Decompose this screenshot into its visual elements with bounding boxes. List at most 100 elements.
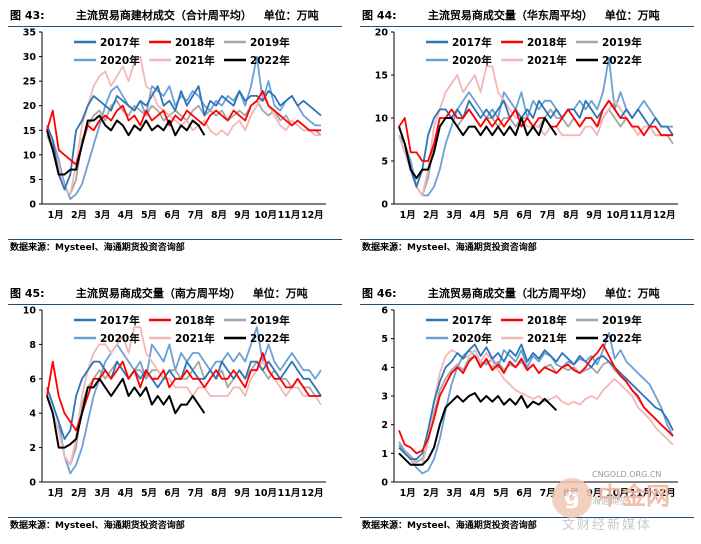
x-tick-label: 10月 (254, 210, 277, 221)
series-line-2021年 (46, 55, 321, 196)
x-tick-label: 11月 (630, 488, 653, 499)
legend-entry: 2021年 (175, 54, 215, 67)
line-chart: 0 5 10 15 20 1月 2月 3月 4月 5月 6月 7月 8月 9月 10月 11月 12月 2017年… (375, 28, 678, 221)
x-tick-label: 7月 (540, 488, 556, 499)
figure-number: 图 46: (362, 287, 397, 300)
series-line-2017年 (398, 343, 674, 461)
legend-entry: 2019年 (250, 36, 290, 49)
figure-number: 图 44: (362, 9, 397, 22)
line-chart: 0 5 10 15 20 25 30 35 1月 2月 3月 4月 5月 6月 7月 8月 9月 10月 11月 12… (23, 28, 326, 221)
panel-title: 图 43: 主流贸易商建材成交（合计周平均） 单位：万吨 (10, 6, 344, 26)
legend-entry: 2018年 (175, 314, 215, 327)
x-tick-label: 9月 (234, 488, 250, 499)
y-tick-label: 4 (381, 363, 388, 374)
legend-entry: 2020年 (100, 54, 140, 67)
x-tick-label: 6月 (164, 488, 180, 499)
watermark-tagline: 文财经新媒体 (562, 518, 653, 533)
legend-entry: 2018年 (175, 36, 215, 49)
x-tick-label: 6月 (164, 210, 180, 221)
x-tick-label: 3月 (446, 210, 462, 221)
series-line-2018年 (398, 343, 674, 455)
x-tick-label: 2月 (423, 488, 439, 499)
y-tick-label: 10 (23, 150, 37, 161)
source-note: 数据来源：Mysteel、海通期货投资咨询部 (10, 521, 185, 531)
chart-panel-3: 图 45: 主流贸易商成交量（南方周平均） 单位：万吨 0 2 4 6 8 10 1月 2月 3… (4, 282, 344, 544)
legend-entry: 2021年 (527, 332, 567, 345)
legend-entry: 2021年 (175, 332, 215, 345)
watermark-source: 海通期货 (592, 497, 629, 507)
y-tick-label: 5 (381, 157, 388, 168)
line-chart: 01234561月2月3月4月5月6月7月8月9月10月11月12月2017年2… (381, 306, 678, 499)
legend-entry: 2018年 (527, 314, 567, 327)
unit-label: 单位：万吨 (263, 9, 319, 22)
legend-entry: 2018年 (527, 36, 567, 49)
x-tick-label: 12月 (301, 210, 324, 221)
y-tick-label: 10 (23, 306, 37, 317)
top-rule (8, 26, 342, 27)
x-tick-label: 5月 (141, 210, 157, 221)
chart-title: 主流贸易商成交量（南方周平均） (75, 287, 241, 300)
x-tick-label: 9月 (234, 210, 250, 221)
legend-entry: 2022年 (602, 54, 642, 67)
x-tick-label: 3月 (94, 210, 110, 221)
chart-title: 主流贸易商建材成交（合计周平均） (75, 9, 252, 22)
figure-number: 图 43: (10, 9, 45, 22)
panel-title: 图 45: 主流贸易商成交量（南方周平均） 单位：万吨 (10, 284, 344, 304)
legend-entry: 2019年 (250, 314, 290, 327)
series-line-2022年 (398, 117, 558, 180)
y-tick-label: 0 (29, 478, 36, 489)
top-rule (360, 304, 694, 305)
chart-title: 主流贸易商成交量（华东周平均） (427, 9, 593, 22)
y-tick-label: 35 (23, 28, 36, 39)
legend-entry: 2017年 (452, 314, 492, 327)
source-note: 数据来源：Mysteel、海通期货投资咨询部 (362, 521, 537, 531)
y-tick-label: 1 (381, 449, 388, 460)
legend-entry: 2020年 (452, 332, 492, 345)
y-tick-label: 15 (375, 71, 388, 82)
unit-label: 单位：万吨 (252, 287, 308, 300)
x-tick-label: 3月 (94, 488, 110, 499)
top-rule (8, 304, 342, 305)
legend-entry: 2017年 (100, 314, 140, 327)
y-tick-label: 0 (381, 478, 388, 489)
x-tick-label: 3月 (446, 488, 462, 499)
legend-entry: 2020年 (452, 54, 492, 67)
series-line-2021年 (398, 349, 674, 466)
series-line-2020年 (398, 331, 674, 475)
series-line-2018年 (46, 352, 321, 432)
legend-entry: 2017年 (452, 36, 492, 49)
x-tick-label: 12月 (301, 488, 324, 499)
series-line-2017年 (398, 99, 674, 188)
y-tick-label: 2 (381, 420, 388, 431)
x-tick-label: 12月 (653, 210, 676, 221)
y-tick-label: 6 (381, 306, 388, 317)
y-tick-label: 3 (381, 392, 388, 403)
chart-panel-4: 图 46: 主流贸易商成交量（北方周平均） 单位：万吨 0 1 2 3 4 5 6 1月 2月 3… (356, 282, 696, 544)
unit-label: 单位：万吨 (604, 9, 660, 22)
y-tick-label: 6 (29, 374, 36, 385)
series-line-2022年 (46, 377, 206, 449)
x-tick-label: 1月 (48, 488, 64, 499)
x-tick-label: 12月 (653, 488, 676, 499)
x-tick-label: 4月 (470, 488, 486, 499)
watermark-name: 中金网 (598, 482, 670, 510)
y-tick-label: 20 (375, 28, 389, 39)
x-tick-label: 5月 (493, 488, 509, 499)
y-tick-label: 5 (381, 334, 388, 345)
y-tick-label: 25 (23, 77, 36, 88)
x-tick-label: 8月 (563, 210, 579, 221)
chart-panel-1: 图 43: 主流贸易商建材成交（合计周平均） 单位：万吨 0 5 10 15 20 25 3… (4, 4, 344, 266)
y-tick-label: 20 (23, 101, 37, 112)
bottom-rule (360, 239, 694, 240)
series-line-2022年 (46, 114, 206, 176)
bottom-rule (360, 517, 694, 518)
y-tick-label: 5 (29, 175, 36, 186)
x-tick-label: 5月 (141, 488, 157, 499)
chart-title: 主流贸易商成交量（北方周平均） (427, 287, 593, 300)
x-tick-label: 1月 (400, 210, 416, 221)
x-tick-label: 11月 (630, 210, 653, 221)
x-tick-label: 4月 (118, 210, 134, 221)
x-tick-label: 1月 (48, 210, 64, 221)
watermark-url: CNGOLD.ORG.CN (592, 470, 662, 479)
unit-label: 单位：万吨 (604, 287, 660, 300)
